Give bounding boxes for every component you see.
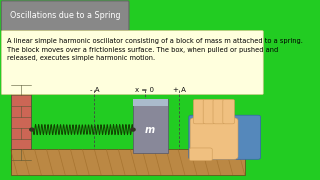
Bar [11,149,245,175]
Circle shape [131,128,135,131]
FancyBboxPatch shape [203,99,215,124]
FancyBboxPatch shape [213,99,225,124]
FancyBboxPatch shape [1,31,263,94]
Text: x = 0: x = 0 [135,87,155,93]
Text: + A: + A [173,87,186,93]
Bar [133,99,168,153]
Text: - A: - A [90,87,99,93]
FancyBboxPatch shape [1,1,129,31]
Text: Oscillations due to a Spring: Oscillations due to a Spring [10,11,120,20]
Bar [11,85,31,169]
Circle shape [30,128,34,131]
FancyBboxPatch shape [223,99,235,124]
Text: A linear simple harmonic oscillator consisting of a block of mass m attached to : A linear simple harmonic oscillator cons… [7,38,302,61]
Bar [133,99,168,106]
FancyBboxPatch shape [189,148,212,161]
FancyBboxPatch shape [189,115,260,159]
FancyBboxPatch shape [193,99,205,124]
FancyBboxPatch shape [190,118,238,159]
Text: m: m [145,125,155,135]
